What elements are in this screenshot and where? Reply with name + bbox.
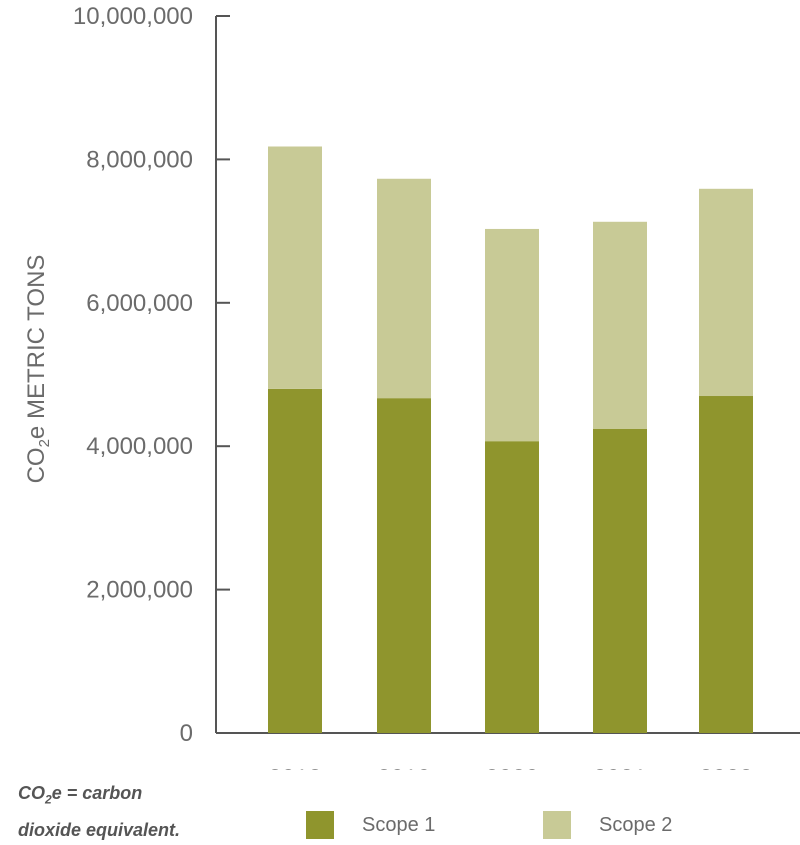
bar-2018-scope-2 (268, 146, 322, 389)
bar-2020-scope-1 (485, 441, 539, 733)
bar-2021-scope-2 (593, 221, 647, 429)
x-tick-label: 2020 (485, 765, 538, 770)
bar-2021-scope-1 (593, 428, 647, 733)
x-tick-label: 2018 (268, 765, 321, 770)
emissions-chart: 0 2,000,000 4,000,000 6,000,000 8,000,000 10,… (23, 3, 800, 770)
bar-2020-scope-2 (485, 228, 539, 442)
bar-2022-scope-2 (699, 188, 753, 397)
bar-2019-scope-1 (377, 398, 431, 733)
footnote-line-1: CO2e = carbon (18, 783, 143, 807)
legend-swatch-scope-2 (543, 811, 571, 839)
legend-item-scope-1: Scope 1 (306, 811, 435, 839)
bars (268, 146, 753, 733)
y-tick-label: 2,000,000 (86, 577, 193, 604)
bar-2022-scope-1 (699, 396, 753, 733)
bar-2018-scope-1 (268, 388, 322, 733)
legend-label-scope-1: Scope 1 (362, 813, 436, 836)
legend-item-scope-2: Scope 2 (543, 811, 672, 839)
y-axis-title: CO2e METRIC TONS (23, 255, 53, 484)
legend-label-scope-2: Scope 2 (599, 813, 673, 836)
y-tick-label: 6,000,000 (86, 290, 193, 317)
footnote: CO2e = carbon dioxide equivalent. (18, 778, 180, 845)
x-tick-label: 2021 (593, 765, 646, 770)
y-tick-label: 10,000,000 (73, 3, 193, 30)
x-axis-labels: 2018 2019 2020 2021 2022 (268, 765, 752, 770)
y-axis: 0 2,000,000 4,000,000 6,000,000 8,000,000 10,… (73, 3, 800, 747)
x-tick-label: 2019 (377, 765, 430, 770)
bar-2019-scope-2 (377, 178, 431, 399)
footnote-line-2: dioxide equivalent. (18, 819, 181, 840)
y-tick-label: 0 (180, 720, 193, 747)
legend-swatch-scope-1 (306, 811, 334, 839)
x-tick-label: 2022 (699, 765, 752, 770)
y-tick-label: 4,000,000 (86, 433, 193, 460)
y-tick-label: 8,000,000 (86, 146, 193, 173)
